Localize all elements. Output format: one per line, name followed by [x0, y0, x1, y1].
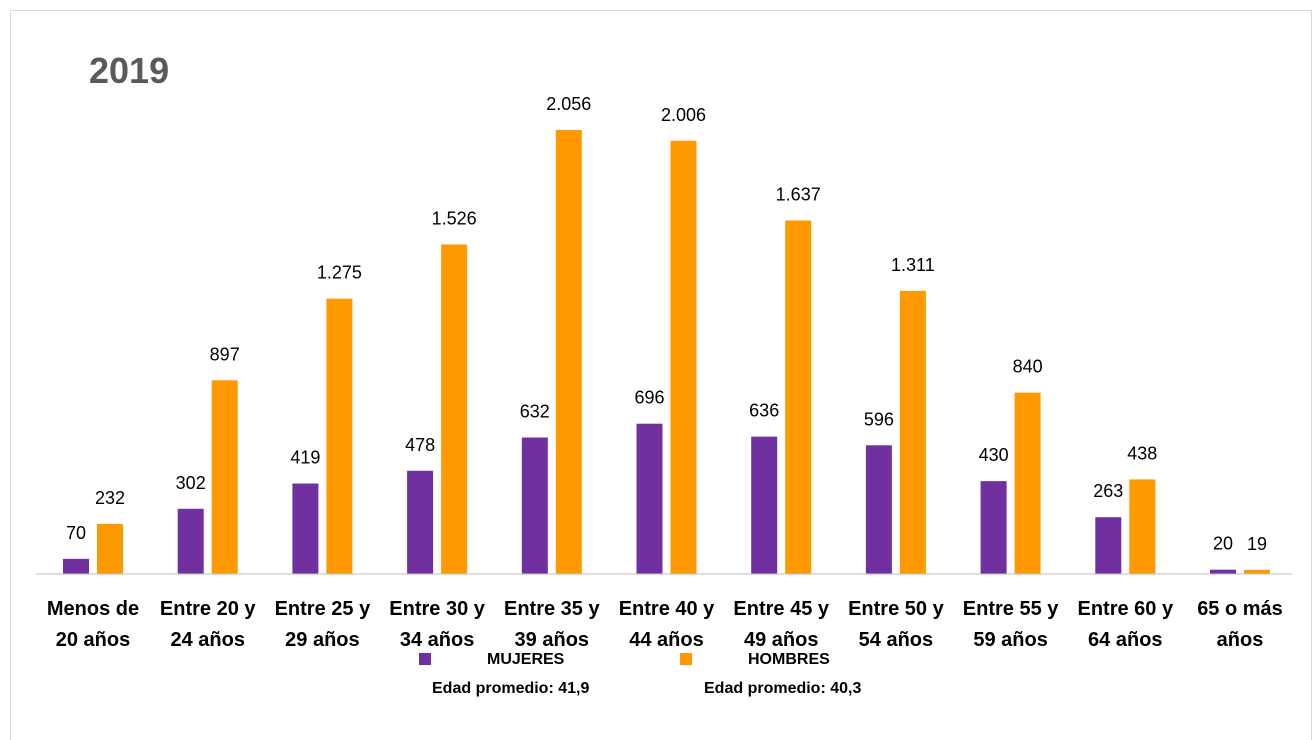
- category-label-6-line-1: 49 años: [744, 629, 818, 651]
- bar-mujeres-6: [751, 436, 778, 574]
- value-label-mujeres-9: 263: [1093, 481, 1123, 501]
- value-label-mujeres-7: 596: [864, 409, 894, 429]
- category-label-2-line-1: 29 años: [285, 629, 359, 651]
- category-label-3-line-1: 34 años: [400, 629, 474, 651]
- category-label-1-line-0: Entre 20 y: [160, 598, 256, 620]
- value-label-hombres-5: 2.006: [661, 105, 706, 125]
- bar-mujeres-10: [1210, 569, 1236, 574]
- category-label-8-line-0: Entre 55 y: [963, 598, 1059, 620]
- bar-hombres-3: [441, 244, 468, 574]
- bar-hombres-4: [555, 130, 582, 574]
- category-label-0-line-0: Menos de: [47, 598, 139, 620]
- bar-hombres-6: [785, 220, 812, 574]
- value-label-mujeres-3: 478: [405, 435, 435, 455]
- value-label-hombres-10: 19: [1247, 534, 1267, 554]
- value-label-hombres-7: 1.311: [891, 255, 935, 275]
- category-label-5-line-0: Entre 40 y: [619, 598, 715, 620]
- value-label-hombres-9: 438: [1127, 443, 1157, 463]
- value-label-hombres-2: 1.275: [317, 263, 362, 283]
- chart-title: 2019: [89, 50, 170, 91]
- category-label-9-line-1: 64 años: [1088, 629, 1162, 651]
- value-label-mujeres-6: 636: [749, 401, 779, 421]
- bar-mujeres-0: [63, 558, 89, 574]
- legend-label-mujeres: MUJERES: [487, 651, 565, 668]
- bars-group: 70 232 302 897 419 1.275 478 1.526 632 2.056 696 2.…: [63, 94, 1270, 574]
- bar-hombres-1: [211, 380, 238, 574]
- category-label-8-line-1: 59 años: [973, 629, 1047, 651]
- value-label-mujeres-2: 419: [290, 448, 320, 468]
- category-label-5-line-1: 44 años: [629, 629, 703, 651]
- category-label-6-line-0: Entre 45 y: [733, 598, 829, 620]
- category-label-3-line-0: Entre 30 y: [389, 598, 485, 620]
- category-label-2-line-0: Entre 25 y: [275, 598, 371, 620]
- value-label-mujeres-5: 696: [634, 388, 664, 408]
- legend-label-hombres: HOMBRES: [748, 651, 830, 668]
- bar-hombres-8: [1014, 392, 1041, 574]
- bar-hombres-5: [670, 140, 697, 574]
- category-label-9-line-0: Entre 60 y: [1077, 598, 1173, 620]
- category-label-1-line-1: 24 años: [170, 629, 244, 651]
- bar-hombres-2: [326, 298, 353, 574]
- bar-hombres-10: [1244, 569, 1270, 574]
- category-label-4-line-0: Entre 35 y: [504, 598, 600, 620]
- value-label-mujeres-0: 70: [66, 523, 86, 543]
- value-label-hombres-3: 1.526: [432, 208, 477, 228]
- category-label-4-line-1: 39 años: [515, 629, 589, 651]
- bar-mujeres-4: [521, 437, 548, 574]
- value-label-hombres-4: 2.056: [546, 94, 591, 114]
- category-label-7-line-1: 54 años: [859, 629, 933, 651]
- bar-mujeres-5: [636, 423, 663, 574]
- category-label-10-line-0: 65 o más: [1197, 598, 1283, 620]
- bar-hombres-7: [899, 290, 926, 574]
- legend-swatch-mujeres: [419, 653, 431, 665]
- value-label-hombres-8: 840: [1013, 357, 1043, 377]
- value-label-hombres-0: 232: [95, 488, 125, 508]
- bar-mujeres-1: [177, 508, 204, 574]
- legend-avg-mujeres: Edad promedio: 41,9: [432, 680, 590, 697]
- bar-hombres-9: [1129, 479, 1156, 574]
- value-label-hombres-1: 897: [210, 344, 240, 364]
- category-label-0-line-1: 20 años: [56, 629, 130, 651]
- value-label-mujeres-8: 430: [979, 445, 1009, 465]
- bar-mujeres-3: [407, 470, 434, 574]
- value-label-mujeres-4: 632: [520, 402, 550, 422]
- value-label-mujeres-1: 302: [176, 473, 206, 493]
- bar-mujeres-8: [980, 481, 1007, 574]
- bar-hombres-0: [97, 523, 123, 574]
- bar-mujeres-2: [292, 483, 319, 574]
- category-label-7-line-0: Entre 50 y: [848, 598, 944, 620]
- chart-frame: [10, 10, 1312, 740]
- category-labels: Menos de 20 años Entre 20 y 24 años Entre 25…: [47, 598, 1283, 651]
- value-label-mujeres-10: 20: [1213, 534, 1233, 554]
- bar-mujeres-7: [865, 445, 892, 574]
- category-label-10-line-1: años: [1217, 629, 1264, 651]
- legend-avg-hombres: Edad promedio: 40,3: [704, 680, 862, 697]
- bar-mujeres-9: [1095, 517, 1122, 574]
- legend-swatch-hombres: [680, 653, 692, 665]
- value-label-hombres-6: 1.637: [776, 184, 821, 204]
